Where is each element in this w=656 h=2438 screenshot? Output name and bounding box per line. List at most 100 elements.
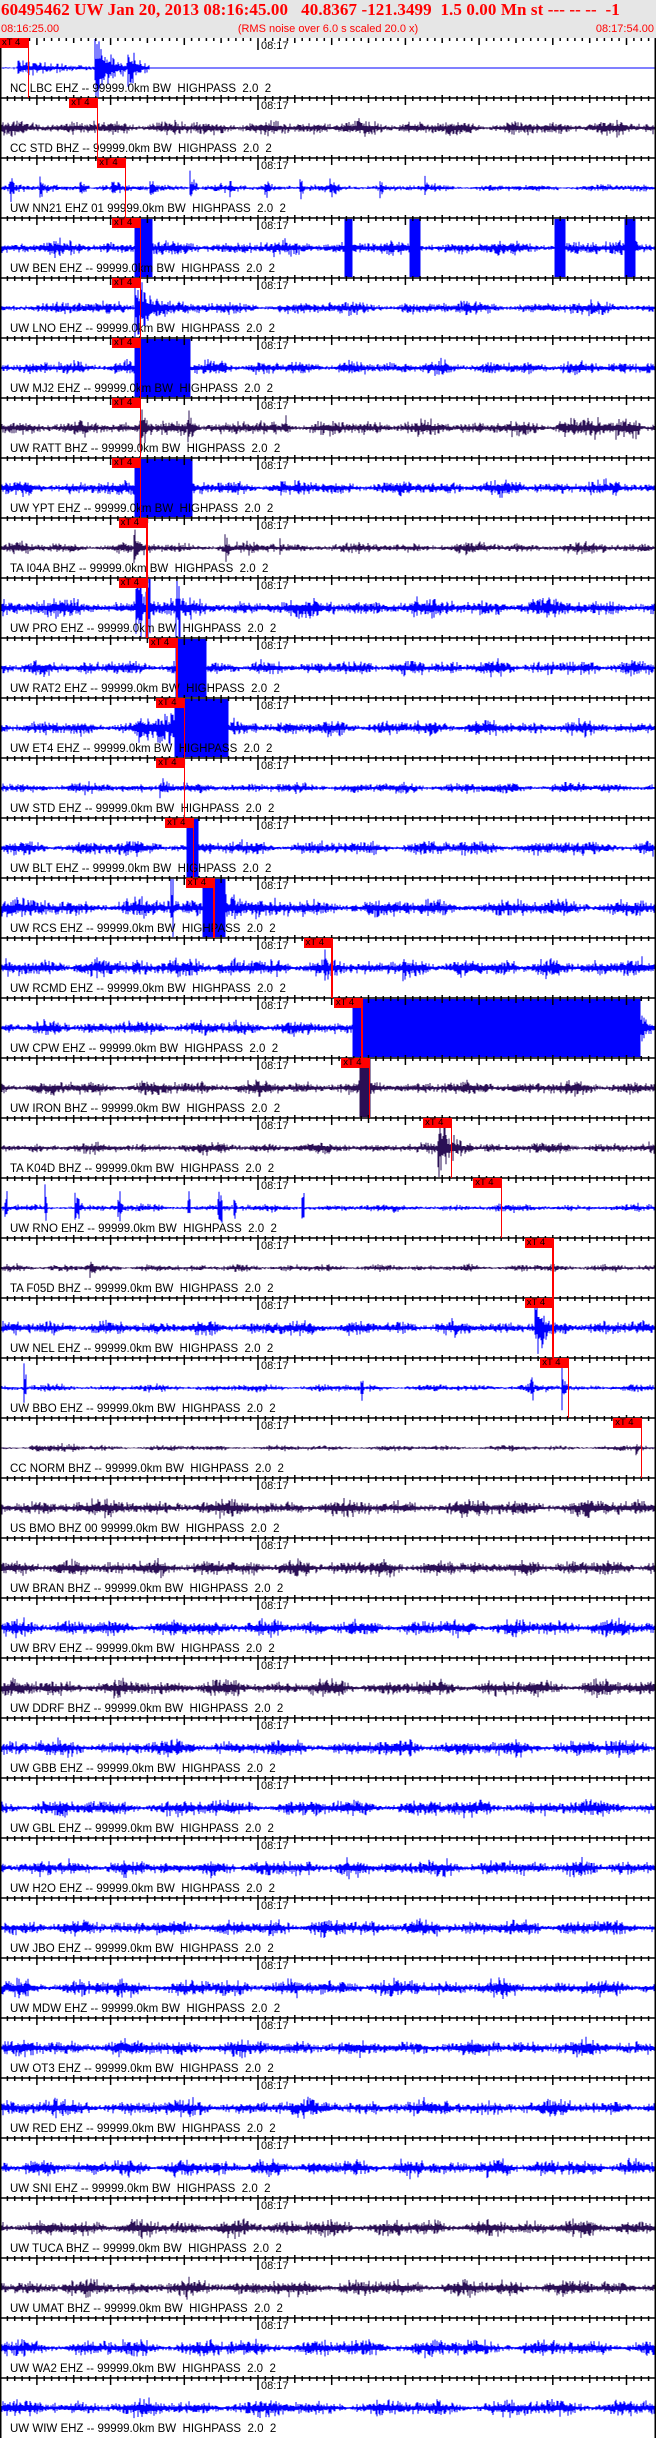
phase-pick-marker[interactable]: xT 4: [156, 758, 186, 818]
pick-label[interactable]: xT 4: [524, 1298, 553, 1308]
phase-pick-marker[interactable]: xT 4: [165, 818, 195, 878]
trace-row: 08:17 UW LNO EHZ -- 99999.0km BW HIGHPASS…: [0, 278, 656, 338]
pick-label[interactable]: xT 4: [112, 398, 141, 408]
trace-row: 08:17 NC LBC EHZ -- 99999.0km BW HIGHPASS…: [0, 38, 656, 98]
station-label: UW RCS EHZ -- 99999.0km BW HIGHPASS 2.0 …: [10, 923, 276, 935]
pick-label[interactable]: xT 4: [69, 98, 98, 108]
minute-tick-label: 08:17: [261, 1600, 289, 1612]
pick-line[interactable]: [500, 1178, 503, 1238]
phase-pick-marker[interactable]: xT 4: [423, 1118, 453, 1178]
station-label: UW RED EHZ -- 99999.0km BW HIGHPASS 2.0 …: [10, 2123, 276, 2135]
pick-label[interactable]: xT 4: [156, 698, 185, 708]
phase-pick-marker[interactable]: xT 4: [540, 1358, 570, 1418]
pick-line[interactable]: [146, 518, 148, 578]
time-axis: [0, 1355, 656, 1370]
minute-tick-label: 08:17: [261, 1900, 289, 1912]
phase-pick-marker[interactable]: xT 4: [118, 518, 148, 578]
pick-line[interactable]: [567, 1358, 570, 1418]
minute-tick-label: 08:17: [261, 1120, 289, 1132]
trace-row: 08:17 UW WA2 EHZ -- 99999.0km BW HIGHPASS…: [0, 2318, 656, 2378]
station-label: UW H2O EHZ -- 99999.0km BW HIGHPASS 2.0 …: [10, 1883, 275, 1895]
station-label: UW BRV EHZ -- 99999.0km BW HIGHPASS 2.0 …: [10, 1643, 275, 1655]
minute-tick-label: 08:17: [261, 1420, 289, 1432]
phase-pick-marker[interactable]: xT 4: [185, 878, 215, 938]
pick-label[interactable]: xT 4: [524, 1238, 553, 1248]
phase-pick-marker[interactable]: xT 4: [112, 458, 142, 518]
phase-pick-marker[interactable]: xT 4: [112, 218, 142, 278]
phase-pick-marker[interactable]: xT 4: [97, 158, 127, 218]
pick-line[interactable]: [331, 938, 333, 998]
station-label: UW MJ2 EHZ -- 99999.0km BW HIGHPASS 2.0 …: [10, 383, 274, 395]
pick-label[interactable]: xT 4: [118, 578, 147, 588]
phase-pick-marker[interactable]: xT 4: [0, 38, 29, 98]
pick-line[interactable]: [361, 998, 363, 1058]
pick-label[interactable]: xT 4: [0, 38, 28, 48]
phase-pick-marker[interactable]: xT 4: [69, 98, 99, 158]
phase-pick-marker[interactable]: xT 4: [613, 1418, 643, 1478]
minute-tick-label: 08:17: [261, 100, 289, 112]
pick-line[interactable]: [139, 278, 142, 338]
phase-pick-marker[interactable]: xT 4: [333, 998, 363, 1058]
start-time: 08:16:25.00: [1, 23, 60, 35]
pick-label[interactable]: xT 4: [112, 218, 141, 228]
pick-label[interactable]: xT 4: [540, 1358, 569, 1368]
time-axis: [0, 1775, 656, 1790]
pick-line[interactable]: [552, 1298, 554, 1358]
pick-line[interactable]: [176, 638, 178, 698]
pick-label[interactable]: xT 4: [185, 878, 214, 888]
pick-label[interactable]: xT 4: [165, 818, 194, 828]
phase-pick-marker[interactable]: xT 4: [303, 938, 333, 998]
pick-line[interactable]: [139, 398, 142, 458]
pick-label[interactable]: xT 4: [97, 158, 126, 168]
station-label: UW GBB EHZ -- 99999.0km BW HIGHPASS 2.0 …: [10, 1763, 276, 1775]
time-axis: [0, 2315, 656, 2330]
pick-line[interactable]: [192, 818, 195, 878]
pick-line[interactable]: [640, 1418, 643, 1478]
pick-line[interactable]: [139, 458, 142, 518]
minute-tick-label: 08:17: [261, 520, 289, 532]
trace-row: 08:17 UW NN21 EHZ 01 99999.0km BW HIGHPAS…: [0, 158, 656, 218]
phase-pick-marker[interactable]: xT 4: [524, 1298, 554, 1358]
pick-label[interactable]: xT 4: [613, 1418, 642, 1428]
pick-line[interactable]: [124, 158, 127, 218]
pick-label[interactable]: xT 4: [112, 338, 141, 348]
pick-label[interactable]: xT 4: [341, 1058, 370, 1068]
station-label: UW ET4 EHZ -- 99999.0km BW HIGHPASS 2.0 …: [10, 743, 273, 755]
pick-line[interactable]: [450, 1118, 453, 1178]
phase-pick-marker[interactable]: xT 4: [341, 1058, 371, 1118]
phase-pick-marker[interactable]: xT 4: [112, 338, 142, 398]
phase-pick-marker[interactable]: xT 4: [112, 278, 142, 338]
trace-row: 08:17 UW NEL EHZ -- 99999.0km BW HIGHPASS…: [0, 1298, 656, 1358]
pick-line[interactable]: [146, 578, 148, 638]
trace-row: 08:17 UW GBB EHZ -- 99999.0km BW HIGHPASS…: [0, 1718, 656, 1778]
pick-label[interactable]: xT 4: [148, 638, 177, 648]
pick-line[interactable]: [139, 218, 142, 278]
pick-line[interactable]: [183, 758, 186, 818]
trace-row: 08:17 TA K04D BHZ -- 99999.0km BW HIGHPAS…: [0, 1118, 656, 1178]
pick-label[interactable]: xT 4: [333, 998, 362, 1008]
pick-line[interactable]: [213, 878, 215, 938]
phase-pick-marker[interactable]: xT 4: [473, 1178, 503, 1238]
phase-pick-marker[interactable]: xT 4: [112, 398, 142, 458]
pick-line[interactable]: [552, 1238, 554, 1298]
phase-pick-marker[interactable]: xT 4: [524, 1238, 554, 1298]
pick-line[interactable]: [139, 338, 142, 398]
pick-label[interactable]: xT 4: [156, 758, 185, 768]
pick-label[interactable]: xT 4: [423, 1118, 452, 1128]
station-label: UW OT3 EHZ -- 99999.0km BW HIGHPASS 2.0 …: [10, 2063, 274, 2075]
phase-pick-marker[interactable]: xT 4: [148, 638, 178, 698]
pick-label[interactable]: xT 4: [303, 938, 332, 948]
phase-pick-marker[interactable]: xT 4: [156, 698, 186, 758]
pick-label[interactable]: xT 4: [112, 458, 141, 468]
pick-label[interactable]: xT 4: [118, 518, 147, 528]
pick-line[interactable]: [27, 38, 29, 98]
pick-line[interactable]: [183, 698, 186, 758]
pick-line[interactable]: [368, 1058, 371, 1118]
pick-label[interactable]: xT 4: [112, 278, 141, 288]
minute-tick-label: 08:17: [261, 700, 289, 712]
phase-pick-marker[interactable]: xT 4: [118, 578, 148, 638]
time-axis: [0, 1835, 656, 1850]
pick-label[interactable]: xT 4: [473, 1178, 502, 1188]
pick-line[interactable]: [96, 98, 99, 158]
time-axis: [0, 1595, 656, 1610]
